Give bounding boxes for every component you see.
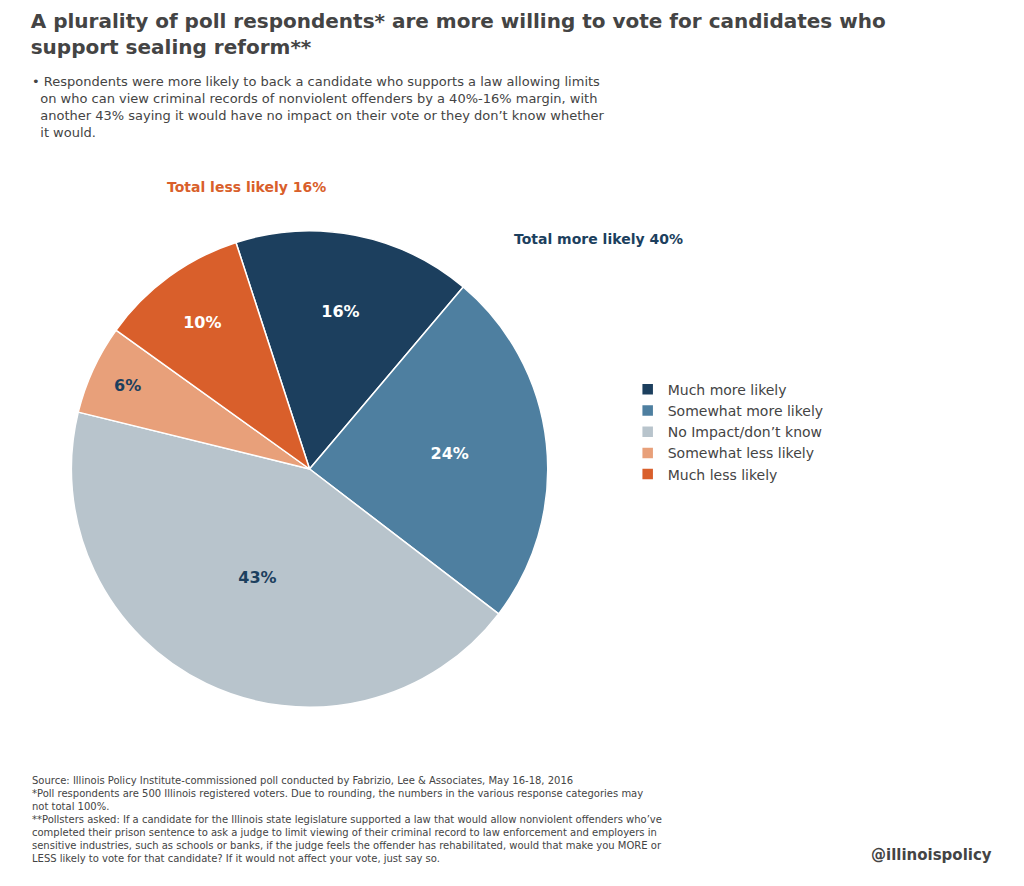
svg-text:• Respondents were more likely: • Respondents were more likely to back a… xyxy=(32,74,605,140)
svg-text:24%: 24% xyxy=(431,444,469,463)
svg-text:6%: 6% xyxy=(114,376,141,395)
svg-text:Somewhat more likely: Somewhat more likely xyxy=(668,403,823,419)
svg-text:Source: Illinois Policy Instit: Source: Illinois Policy Institute-commis… xyxy=(32,775,662,864)
svg-text:43%: 43% xyxy=(238,568,276,587)
svg-text:Much more likely: Much more likely xyxy=(668,382,787,398)
svg-text:Total less likely 16%: Total less likely 16% xyxy=(167,179,326,195)
svg-text:Somewhat less likely: Somewhat less likely xyxy=(668,445,814,461)
svg-text:Much less likely: Much less likely xyxy=(668,467,778,483)
svg-text:16%: 16% xyxy=(321,302,359,321)
svg-text:No Impact/don’t know: No Impact/don’t know xyxy=(668,424,822,440)
svg-text:@illinoispolicy: @illinoispolicy xyxy=(871,846,992,864)
svg-text:Total more likely 40%: Total more likely 40% xyxy=(514,231,683,247)
svg-text:A plurality of poll respondent: A plurality of poll respondents* are mor… xyxy=(31,9,886,59)
svg-text:10%: 10% xyxy=(183,313,221,332)
